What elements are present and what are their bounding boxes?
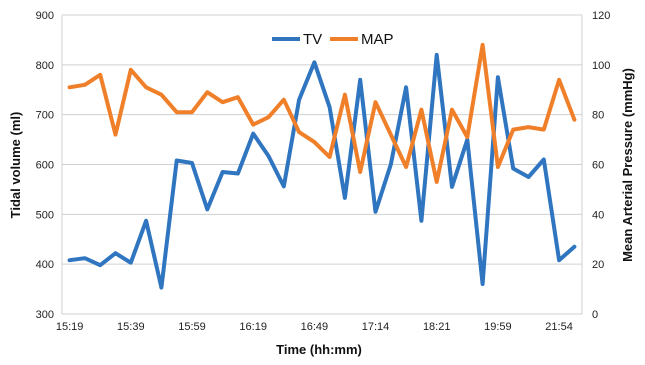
y-axis-label: Tidal volume (ml): [8, 112, 23, 219]
x-tick-label: 15:39: [117, 321, 145, 333]
y-tick-label: 900: [36, 10, 54, 22]
series-line-tv: [67, 52, 577, 290]
x-tick-label: 18:21: [423, 321, 451, 333]
y2-tick-label: 60: [592, 160, 604, 172]
series-lines: [67, 42, 577, 290]
y-tick-label: 800: [36, 60, 54, 72]
left-axis-ticks: 300 400 500 600 700 800 900: [36, 10, 54, 321]
x-axis-label: Time (hh:mm): [276, 342, 362, 357]
legend: TV MAP: [272, 31, 394, 48]
y2-tick-label: 0: [592, 309, 598, 321]
y2-tick-label: 100: [592, 60, 610, 72]
right-axis-ticks: 0 20 40 60 80 100 120: [592, 10, 610, 321]
x-axis-ticks: 15:19 15:39 15:59 16:19 16:49 17:14 18:21 19:59…: [56, 321, 573, 333]
y2-tick-label: 80: [592, 110, 604, 122]
y-tick-label: 300: [36, 309, 54, 321]
x-tick-label: 16:19: [239, 321, 267, 333]
y2-tick-label: 40: [592, 209, 604, 221]
x-tick-label: 15:19: [56, 321, 84, 333]
x-tick-label: 19:59: [484, 321, 512, 333]
y-tick-label: 500: [36, 209, 54, 221]
y-tick-label: 700: [36, 110, 54, 122]
y-tick-label: 600: [36, 160, 54, 172]
gridlines: [61, 14, 583, 315]
series-line-map: [67, 42, 577, 184]
legend-label-tv: TV: [303, 31, 322, 48]
y-tick-label: 400: [36, 259, 54, 271]
x-tick-label: 16:49: [301, 321, 329, 333]
x-tick-label: 21:54: [545, 321, 573, 333]
legend-label-map: MAP: [361, 31, 394, 48]
y2-tick-label: 120: [592, 10, 610, 22]
y2-tick-label: 20: [592, 259, 604, 271]
x-tick-label: 17:14: [362, 321, 390, 333]
x-tick-label: 15:59: [178, 321, 206, 333]
y2-axis-label: Mean Arterial Pressure (mmHg): [620, 68, 635, 262]
